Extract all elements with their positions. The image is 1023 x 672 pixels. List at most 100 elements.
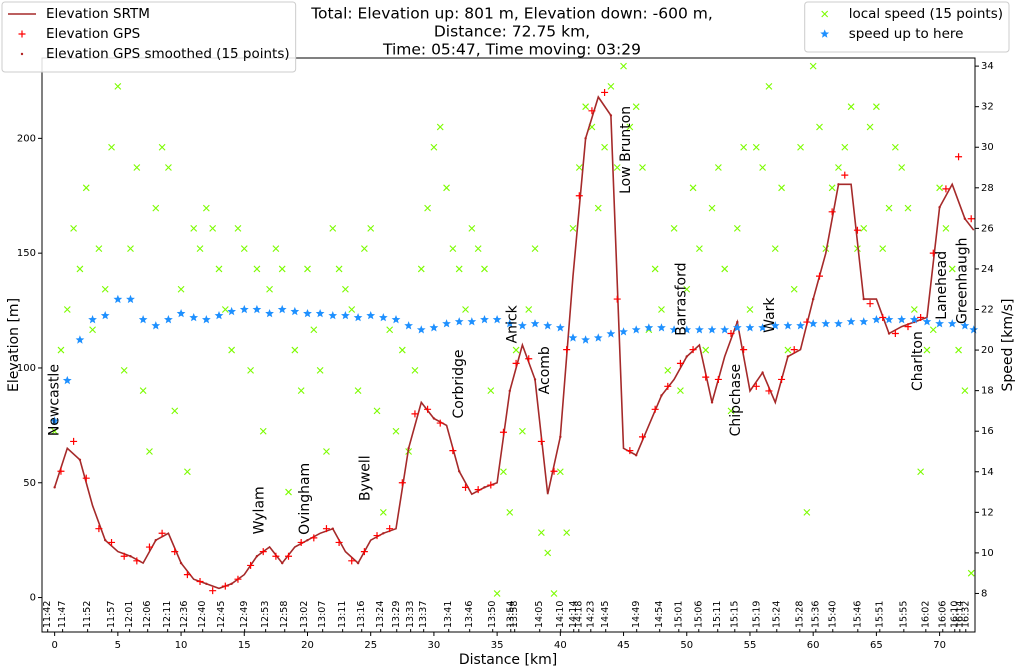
smoothed-point [685,355,688,358]
y2-tick-label: 14 [981,467,994,478]
gps-point [386,525,394,533]
speed-point [127,245,134,253]
cumulative-speed-point [62,375,72,385]
speed-point [228,346,236,354]
cumulative-speed-point [138,315,148,324]
x-tick-label: 40 [554,640,567,651]
speed-point [190,224,198,232]
cumulative-speed-point [909,315,919,324]
time-tick-label: 14:18 [573,601,584,628]
time-tick-label: 12:06 [142,601,153,628]
speed-point [639,164,646,171]
cumulative-speed-point [872,315,881,324]
time-tick-label: 15:40 [827,601,838,628]
legend-label: speed up to here [849,26,964,42]
speed-point [487,387,495,395]
cumulative-speed-point [669,325,679,334]
speed-point [221,306,229,313]
speed-point [803,508,811,516]
speed-point [563,529,571,537]
plot-area [42,58,975,632]
gps-point [537,437,545,445]
time-tick-label: 12:58 [279,601,290,628]
time-tick-label: 11:57 [106,601,117,628]
time-tick-label: 15:24 [771,601,782,628]
elevation-line [53,95,975,590]
legend-marker [821,10,829,18]
legend-box [804,1,1010,53]
gps-point [133,557,141,565]
place-annotation: Ovingham [297,463,313,535]
gps-point [967,215,975,223]
gps-point [727,330,735,338]
gps-point [310,534,318,542]
x-tick-label: 55 [744,640,757,651]
speed-point [51,427,59,435]
speed-point [436,123,444,131]
gps-point [247,561,255,569]
speed-point [354,387,362,395]
y2-tick-label: 26 [981,223,994,234]
smoothed-point [356,561,360,565]
cumulative-speed-point [202,315,211,324]
speed-point [152,204,160,212]
y2-tick-label: 20 [981,345,994,356]
time-tick-label: 15:46 [852,601,863,628]
cumulative-speed-point [796,321,805,330]
gps-point [765,387,773,395]
gps-point [95,525,103,533]
smoothed-point [255,555,259,558]
gps-point [272,552,280,560]
gps-point [803,318,811,326]
speed-point [525,306,533,313]
time-tick-label: 15:51 [874,601,885,628]
gps-point [575,192,583,200]
speed-point [500,468,507,476]
cumulative-speed-point [151,321,161,330]
smoothed-point [179,561,183,565]
cumulative-speed-point [341,311,350,320]
y2-tick-label: 18 [981,386,994,397]
speed-point [885,204,893,212]
cumulative-speed-point [366,311,376,320]
speed-point [632,103,640,111]
time-tick-label: 15:01 [673,601,684,628]
speed-point [304,265,311,273]
speed-point [784,346,792,354]
gps-point [512,359,520,367]
y2-tick-label: 12 [981,507,994,518]
smoothed-point [230,582,233,585]
speed-point [360,245,368,253]
gps-point [929,249,937,257]
time-tick-label: 13:37 [418,601,429,628]
time-tick-label: 14:10 [555,601,566,628]
gps-point [879,313,887,321]
gps-point [588,107,596,115]
cumulative-speed-point [492,315,502,324]
smoothed-point [432,417,436,420]
time-tick-label: 14:45 [600,601,611,628]
smoothed-point [306,538,309,542]
speed-point [209,224,217,232]
time-tick-label: 13:46 [464,601,475,628]
speed-point [746,306,754,313]
gps-point [613,295,621,303]
legend-box [1,1,297,73]
smoothed-point [382,532,385,535]
speed-point [335,265,343,273]
gps-point [651,405,659,413]
cumulative-speed-point [922,317,932,326]
speed-point [961,387,969,395]
speed-point [575,164,583,171]
speed-point [398,346,406,354]
chart-title: Total: Elevation up: 801 m, Elevation do… [310,5,713,23]
speed-point [449,245,457,253]
speed-point [929,326,937,334]
cumulative-speed-point [530,319,540,328]
cumulative-speed-point [277,304,287,314]
speed-point [607,83,615,90]
y-tick-label: 50 [23,478,36,489]
speed-point [942,224,950,232]
speed-point [57,346,65,354]
gps-point [158,529,166,537]
